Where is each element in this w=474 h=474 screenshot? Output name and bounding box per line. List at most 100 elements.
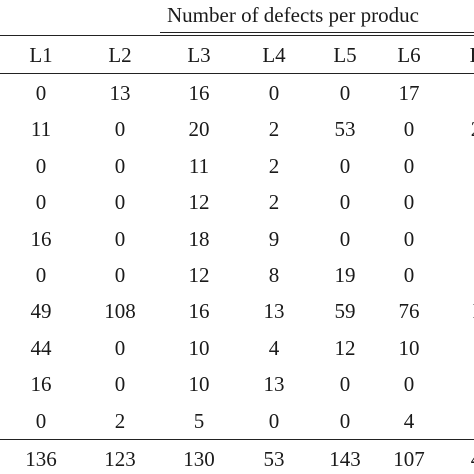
table-cell: 0 bbox=[114, 372, 126, 397]
table-row: 0 13 16 0 0 17 bbox=[0, 75, 474, 111]
table-cell: 0 bbox=[339, 372, 351, 397]
column-header-l7-partial: L bbox=[446, 37, 474, 73]
table-cell bbox=[446, 148, 474, 184]
table-cell: 2 bbox=[268, 117, 280, 142]
group-header-title: Number of defects per produc bbox=[167, 3, 419, 27]
table-cell: 9 bbox=[268, 226, 280, 251]
header-rule bbox=[0, 73, 474, 74]
total-cell: 130 bbox=[183, 447, 215, 471]
table-cell: 20 bbox=[188, 117, 210, 142]
table-row: 0 2 5 0 0 4 bbox=[0, 403, 474, 439]
table-cell bbox=[446, 221, 474, 257]
table-cell: 0 bbox=[35, 153, 47, 178]
table-cell: 16 bbox=[30, 372, 52, 397]
table-row: 16 0 18 9 0 0 bbox=[0, 221, 474, 257]
table-cell: 0 bbox=[114, 263, 126, 287]
table-cell: 16 bbox=[30, 226, 52, 251]
table-row: 0 0 11 2 0 0 bbox=[0, 148, 474, 184]
total-cell: 4 bbox=[446, 441, 474, 474]
column-header-l5: L5 bbox=[333, 43, 357, 67]
table-cell bbox=[446, 403, 474, 439]
total-cell: 53 bbox=[263, 447, 285, 471]
table-cell: 8 bbox=[268, 263, 280, 287]
group-header-rule bbox=[160, 32, 474, 33]
table-cell: 0 bbox=[35, 263, 47, 287]
table-cell: 2 bbox=[268, 190, 280, 215]
table-cell: 59 bbox=[334, 299, 356, 324]
table-cell: 44 bbox=[30, 335, 52, 360]
table-cell: 0 bbox=[339, 190, 351, 215]
table-cell: 12 bbox=[188, 190, 210, 215]
table-cell bbox=[446, 330, 474, 366]
table-cell: I bbox=[446, 293, 474, 329]
table-row: 0 0 12 8 19 0 bbox=[0, 257, 474, 293]
table-cell: 19 bbox=[334, 263, 356, 287]
table-row: 16 0 10 13 0 0 bbox=[0, 366, 474, 402]
table-row: 49 108 16 13 59 76 I bbox=[0, 293, 474, 329]
table-cell: 108 bbox=[104, 299, 136, 324]
table-cell: 0 bbox=[268, 81, 280, 105]
table-cell: 12 bbox=[188, 263, 210, 287]
table-cell: 0 bbox=[339, 408, 351, 433]
table-cell bbox=[446, 184, 474, 220]
table-cell: 4 bbox=[403, 408, 415, 433]
table-cell: 2 bbox=[446, 111, 474, 147]
table-cell: 53 bbox=[334, 117, 356, 142]
totals-rule bbox=[0, 439, 474, 440]
table-cell: 13 bbox=[263, 299, 285, 324]
table-cell: 0 bbox=[114, 117, 126, 142]
table-cell: 17 bbox=[398, 81, 420, 105]
column-header-l2: L2 bbox=[108, 43, 132, 67]
table-cell: 0 bbox=[114, 153, 126, 178]
table-cell: 2 bbox=[114, 408, 126, 433]
table-cell: 0 bbox=[403, 372, 415, 397]
table-cell: 0 bbox=[35, 190, 47, 215]
table-cell: 0 bbox=[403, 190, 415, 215]
table-cell: 13 bbox=[109, 81, 131, 105]
table-cell: 5 bbox=[193, 408, 205, 433]
table-cell bbox=[446, 257, 474, 293]
table-cell: 0 bbox=[403, 226, 415, 251]
column-header-l4: L4 bbox=[262, 43, 286, 67]
table-cell: 10 bbox=[188, 372, 210, 397]
table-cell: 11 bbox=[188, 153, 210, 178]
column-header-l1: L1 bbox=[29, 43, 53, 67]
table-row: 44 0 10 4 12 10 bbox=[0, 330, 474, 366]
table-cell: 13 bbox=[263, 372, 285, 397]
table-cell: 0 bbox=[114, 190, 126, 215]
table-cell: 10 bbox=[188, 335, 210, 360]
table-cell: 10 bbox=[398, 335, 420, 360]
table-cell: 16 bbox=[188, 299, 210, 324]
table-cell: 16 bbox=[188, 81, 210, 105]
table-cell: 0 bbox=[339, 153, 351, 178]
table-row: 11 0 20 2 53 0 2 bbox=[0, 111, 474, 147]
total-cell: 107 bbox=[393, 447, 425, 471]
column-header-l6: L6 bbox=[397, 43, 421, 67]
table-cell: 18 bbox=[188, 226, 210, 251]
table-cell: 76 bbox=[398, 299, 420, 324]
table-cell: 0 bbox=[339, 226, 351, 251]
table-cell: 0 bbox=[268, 408, 280, 433]
total-cell: 143 bbox=[329, 447, 361, 471]
table-cell: 0 bbox=[35, 81, 47, 105]
table-cell: 0 bbox=[403, 117, 415, 142]
table-cell: 2 bbox=[268, 153, 280, 178]
table-cell: 49 bbox=[30, 299, 52, 324]
table-cell: 11 bbox=[30, 117, 52, 142]
table-cell bbox=[446, 366, 474, 402]
table-cell: 12 bbox=[334, 335, 356, 360]
table-top-rule bbox=[0, 35, 474, 36]
totals-row: 136 123 130 53 143 107 4 bbox=[0, 441, 474, 474]
table-cell: 0 bbox=[403, 263, 415, 287]
table-cell: 0 bbox=[114, 226, 126, 251]
column-header-l3: L3 bbox=[187, 43, 211, 67]
table-row: 0 0 12 2 0 0 bbox=[0, 184, 474, 220]
table-cell bbox=[446, 75, 474, 111]
total-cell: 123 bbox=[104, 447, 136, 471]
table-cell: 4 bbox=[268, 335, 280, 360]
column-header-row: L1 L2 L3 L4 L5 L6 L bbox=[0, 37, 474, 73]
table-cell: 0 bbox=[339, 81, 351, 105]
total-cell: 136 bbox=[25, 447, 57, 471]
table-cell: 0 bbox=[114, 335, 126, 360]
